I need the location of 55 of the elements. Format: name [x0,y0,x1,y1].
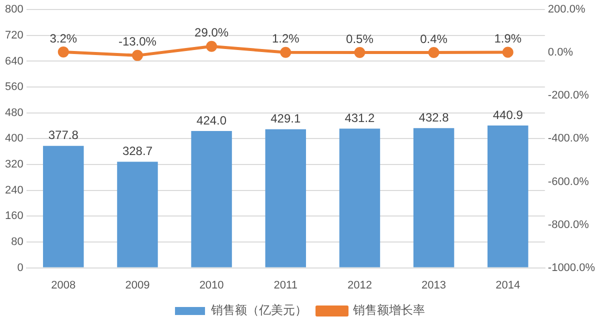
bar [117,162,158,268]
x-tick-label: 2014 [496,279,520,292]
bar [191,130,232,268]
y-tick-label: 640 [4,55,24,68]
x-tick-label: 2010 [199,279,224,292]
bar [265,129,306,268]
x-tick-label: 2011 [274,279,298,292]
legend-label: 销售额（亿美元） [210,303,307,318]
legend-label: 销售额增长率 [352,303,425,318]
point [502,46,514,58]
point [58,46,69,58]
data-label: 3.2% [50,31,78,46]
data-label: 377.8 [48,128,79,142]
data-label: 431.2 [344,110,376,125]
y-tick-label: 240 [4,184,24,196]
y2-tick-label: -800.0% [548,218,590,231]
y-tick-label: 80 [11,236,24,248]
data-label: 429.1 [270,112,301,126]
data-label: 432.8 [418,110,450,124]
y2-tick-label: -600.0% [548,176,590,188]
point [206,40,218,52]
y2-tick-label: -200.0% [548,90,590,102]
y2-tick-label: 0.0% [548,46,574,59]
y2-tick-label: -400.0% [548,132,590,145]
bar [488,126,528,268]
y2-tick-label: 200.0% [548,4,586,16]
data-label: 0.5% [346,32,374,46]
x-tick-label: 2013 [422,279,446,292]
point [428,47,440,58]
data-label: 440.9 [492,108,524,122]
bar [413,128,454,268]
y-tick-label: 160 [4,210,24,222]
data-label: 29.0% [194,26,229,40]
data-label: 424.0 [196,113,227,128]
y-tick-label: 400 [4,132,24,145]
y-tick-label: 320 [4,158,24,171]
bar [43,146,84,268]
x-tick-label: 2009 [125,279,150,292]
bar [339,128,380,268]
point [354,47,366,58]
data-label: 1.2% [272,32,300,46]
y-tick-label: 800 [4,4,24,16]
y2-tick-label: -1000.0% [548,262,596,274]
data-label: 328.7 [122,144,153,158]
data-label: -13.0% [118,34,157,49]
y-tick-label: 0 [17,262,24,274]
data-label: 1.9% [494,32,522,46]
y-tick-label: 480 [4,106,24,119]
point [132,50,143,61]
data-label: 0.4% [420,32,448,46]
x-tick-label: 2008 [51,279,76,292]
y-tick-label: 560 [4,81,24,94]
point [280,46,292,58]
x-tick-label: 2012 [347,279,372,292]
y-tick-label: 720 [4,29,24,42]
